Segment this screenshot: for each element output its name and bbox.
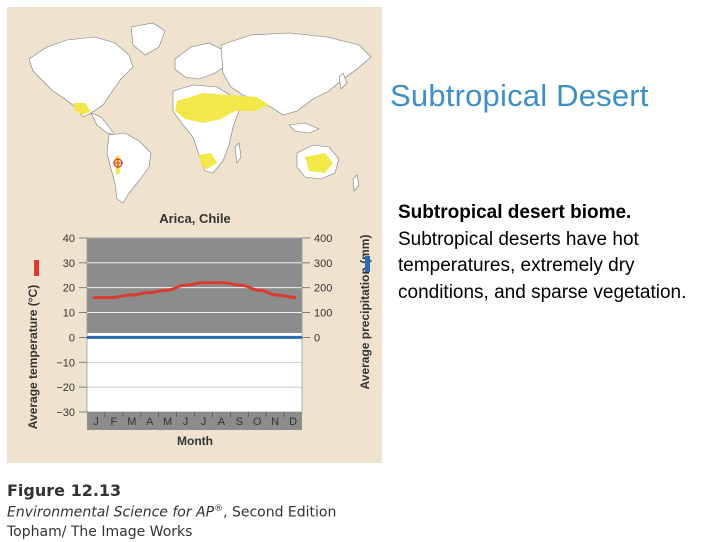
figure-caption: Figure 12.13 Environmental Science for A… <box>7 481 387 542</box>
right-axis-label: Average precipitation (mm) <box>358 235 372 390</box>
month-tick-label: J <box>183 416 189 428</box>
central-america-landmass <box>90 112 116 136</box>
australian-desert-region <box>305 153 333 173</box>
left-tick-label: 10 <box>63 308 75 320</box>
left-tick-label: −30 <box>56 407 75 419</box>
month-tick-label: N <box>271 416 279 428</box>
north-american-desert-region <box>73 103 91 115</box>
left-tick-label: −20 <box>56 382 75 394</box>
precipitation-legend-swatch <box>365 256 370 272</box>
month-tick-label: F <box>111 416 118 428</box>
left-axis-label: Average temperature (°C) <box>26 285 40 429</box>
figure-credit: Topham/ The Image Works <box>7 523 193 540</box>
north-america-landmass <box>28 36 134 118</box>
indonesia-landmass <box>288 122 320 134</box>
left-tick-label: 0 <box>69 332 75 344</box>
asia-landmass <box>220 32 372 116</box>
body-text-lead: Subtropical desert biome. <box>398 202 632 223</box>
chart-title: Arica, Chile <box>159 211 231 226</box>
madagascar-landmass <box>234 142 242 164</box>
arica-location-marker <box>113 158 123 168</box>
right-tick-label: 300 <box>314 258 332 270</box>
month-tick-label: J <box>201 416 207 428</box>
left-tick-label: 30 <box>63 258 75 270</box>
figure-number: Figure 12.13 <box>7 481 122 500</box>
source-book-title: Environmental Science for AP <box>7 504 215 521</box>
month-tick-label: A <box>218 416 226 428</box>
sahara-desert-region <box>175 93 269 123</box>
right-tick-label: 0 <box>314 332 320 344</box>
registered-mark: ® <box>214 504 224 514</box>
japan-landmass <box>338 72 348 90</box>
left-tick-label: −10 <box>56 357 75 369</box>
month-tick-label: M <box>127 416 136 428</box>
right-tick-label: 200 <box>314 283 332 295</box>
month-tick-label: S <box>236 416 243 428</box>
greenland-landmass <box>130 22 166 56</box>
month-tick-label: M <box>163 416 172 428</box>
body-text-rest: Subtropical deserts have hot temperature… <box>398 228 687 303</box>
series-lines <box>87 281 302 339</box>
month-tick-label: A <box>146 416 154 428</box>
source-edition: , Second Edition <box>223 504 337 521</box>
right-axis-ticks: 400 300 200 100 0 <box>302 233 332 344</box>
body-text: Subtropical desert biome. Subtropical de… <box>398 200 698 306</box>
world-biome-map <box>28 22 372 204</box>
temperature-legend-swatch <box>34 260 39 276</box>
kalahari-desert-region <box>199 153 217 169</box>
new-zealand-landmass <box>352 174 360 192</box>
month-tick-label: D <box>289 416 297 428</box>
plot-background-cold <box>87 333 302 412</box>
right-tick-label: 400 <box>314 233 332 245</box>
south-america-landmass <box>106 132 152 204</box>
left-axis-ticks: 40 30 20 10 0 −10 −20 −30 <box>56 233 87 419</box>
figure-source: Environmental Science for AP®, Second Ed… <box>7 500 387 523</box>
temperature-line <box>93 281 297 300</box>
month-tick-label: O <box>253 416 262 428</box>
europe-landmass <box>174 42 228 80</box>
month-tick-label: J <box>93 416 99 428</box>
x-axis-label: Month <box>177 434 213 448</box>
slide-title: Subtropical Desert <box>390 78 649 113</box>
left-tick-label: 20 <box>63 283 75 295</box>
figure-panel: Arica, Chile 40 30 20 10 0 −10 −20 −30 400 300 20… <box>7 7 382 463</box>
left-tick-label: 40 <box>63 233 75 245</box>
right-tick-label: 100 <box>314 308 332 320</box>
